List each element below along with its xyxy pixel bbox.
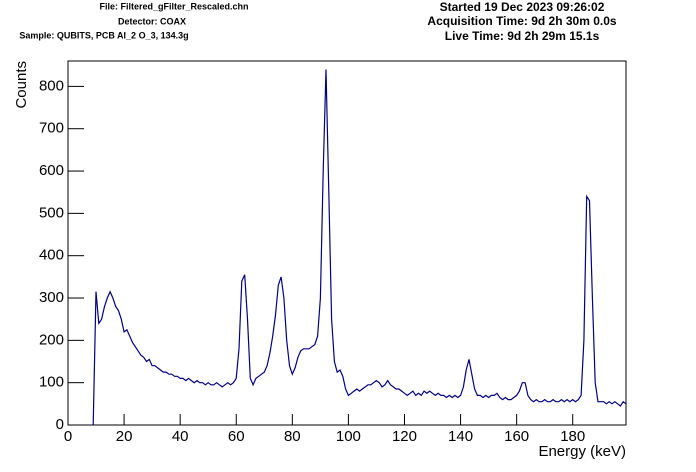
header-line: Acquisition Time: 9d 2h 30m 0.0s (427, 14, 616, 28)
header-line: File: Filtered_gFilter_Rescaled.chn (99, 1, 248, 11)
x-tick-label: 20 (116, 428, 133, 445)
header-line: Sample: QUBITS, PCB Al_2 O_3, 134.3g (19, 30, 188, 40)
header-line: Live Time: 9d 2h 29m 15.1s (445, 29, 600, 43)
spectrum-line (92, 69, 627, 426)
x-tick-label: 120 (392, 428, 417, 445)
x-tick-label: 80 (284, 428, 301, 445)
y-axis-label: Counts (13, 61, 30, 109)
y-tick-label: 100 (39, 374, 64, 391)
y-tick-label: 800 (39, 77, 64, 94)
header-line: Detector: COAX (118, 16, 186, 26)
y-tick-label: 700 (39, 120, 64, 137)
y-tick-label: 0 (56, 416, 64, 433)
y-tick-label: 500 (39, 204, 64, 221)
x-tick-label: 0 (64, 428, 72, 445)
x-tick-label: 140 (448, 428, 473, 445)
x-tick-label: 180 (560, 428, 585, 445)
y-tick-label: 200 (39, 331, 64, 348)
x-tick-label: 60 (228, 428, 245, 445)
x-tick-label: 100 (336, 428, 361, 445)
x-tick-label: 40 (172, 428, 189, 445)
header-line: Started 19 Dec 2023 09:26:02 (440, 0, 605, 14)
y-tick-label: 400 (39, 247, 64, 264)
plot-frame (67, 60, 627, 426)
x-axis-label: Energy (keV) (538, 443, 626, 460)
y-tick-label: 600 (39, 162, 64, 179)
y-tick-label: 300 (39, 289, 64, 306)
x-tick-label: 160 (504, 428, 529, 445)
